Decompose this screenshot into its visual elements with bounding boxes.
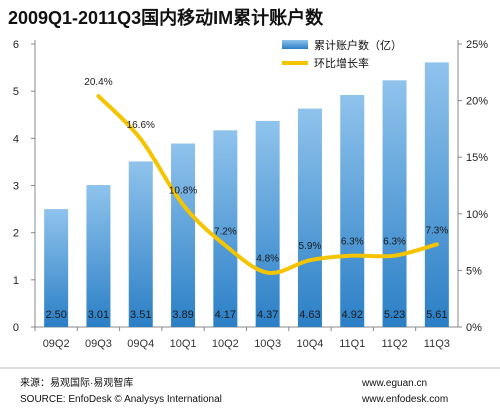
- growth-rate-point: [139, 137, 143, 141]
- right-tick-label: 0%: [466, 322, 482, 334]
- bar-value-label: 4.92: [342, 309, 363, 321]
- bar: [255, 120, 280, 327]
- x-tick-label: 10Q1: [170, 338, 197, 350]
- bar: [297, 108, 322, 327]
- growth-rate-label: 5.9%: [299, 241, 322, 252]
- growth-rate-point: [350, 254, 354, 258]
- legend-label-line: 环比增长率: [314, 56, 369, 70]
- x-tick-label: 09Q4: [127, 338, 154, 350]
- bar-value-label: 4.63: [299, 309, 320, 321]
- growth-rate-point: [308, 258, 312, 262]
- x-tick-label: 10Q3: [254, 338, 281, 350]
- bar: [86, 185, 111, 327]
- bar-value-label: 5.61: [426, 309, 447, 321]
- bar: [340, 94, 365, 327]
- bar-value-label: 5.23: [384, 309, 405, 321]
- legend: 累计账户数（亿） 环比增长率: [282, 38, 402, 70]
- left-tick-label: 0: [13, 322, 19, 334]
- source-en: SOURCE: EnfoDesk © Analysys Internationa…: [20, 394, 222, 405]
- x-tick-label: 09Q2: [43, 338, 70, 350]
- left-tick-label: 3: [13, 181, 19, 193]
- plot-area: 0 1 2 3 4 5 6 0% 5% 10% 15% 20% 25% 2.50 3.01 3.51 3.89 4…: [13, 39, 488, 350]
- x-tick-label: 11Q3: [424, 338, 450, 350]
- left-tick-label: 5: [13, 86, 19, 98]
- bar: [213, 130, 238, 327]
- source-cn: 来源：易观国际·易观智库: [20, 376, 133, 389]
- left-tick-label: 1: [13, 275, 19, 287]
- url-eguan: www.eguan.cn: [361, 378, 427, 389]
- chart-title: 2009Q1-2011Q3国内移动IM累计账户数: [8, 7, 324, 28]
- right-tick-label: 20%: [466, 96, 488, 108]
- bar: [382, 80, 407, 328]
- bar-value-label: 2.50: [45, 309, 66, 321]
- left-tick-label: 2: [13, 228, 19, 240]
- url-enfodesk: www.enfodesk.com: [361, 394, 448, 405]
- bar-value-label: 3.89: [172, 309, 193, 321]
- growth-rate-label: 16.6%: [127, 120, 155, 131]
- right-tick-label: 15%: [466, 152, 488, 164]
- legend-swatch-bar: [282, 40, 308, 49]
- left-tick-label: 4: [13, 133, 19, 145]
- bar: [128, 161, 153, 327]
- bar: [44, 209, 69, 327]
- growth-rate-label: 6.3%: [383, 237, 406, 248]
- growth-rate-label: 10.8%: [169, 186, 197, 197]
- growth-rate-point: [96, 94, 100, 98]
- x-tick-label: 10Q4: [296, 338, 323, 350]
- growth-rate-label: 4.8%: [256, 254, 279, 265]
- bar-value-label: 3.51: [130, 309, 151, 321]
- right-tick-label: 5%: [466, 265, 482, 277]
- legend-label-bar: 累计账户数（亿）: [314, 38, 402, 52]
- x-tick-label: 11Q2: [382, 338, 408, 350]
- left-tick-label: 6: [13, 39, 19, 51]
- growth-rate-label: 7.2%: [214, 226, 237, 237]
- right-tick-label: 25%: [466, 39, 488, 51]
- growth-rate-label: 20.4%: [84, 77, 112, 88]
- growth-rate-label: 6.3%: [341, 237, 364, 248]
- growth-rate-point: [393, 254, 397, 258]
- bar-value-label: 4.37: [257, 309, 278, 321]
- growth-rate-point: [435, 242, 439, 246]
- x-tick-label: 10Q2: [212, 338, 239, 350]
- bar-value-label: 4.17: [215, 309, 236, 321]
- growth-rate-point: [223, 243, 227, 247]
- growth-rate-label: 7.3%: [425, 225, 448, 236]
- bar: [424, 62, 449, 328]
- growth-rate-point: [181, 203, 185, 207]
- growth-rate-point: [266, 271, 270, 275]
- x-tick-label: 11Q1: [339, 338, 365, 350]
- right-tick-label: 10%: [466, 209, 488, 221]
- bar: [171, 143, 196, 327]
- bar-value-label: 3.01: [88, 309, 109, 321]
- x-tick-label: 09Q3: [85, 338, 112, 350]
